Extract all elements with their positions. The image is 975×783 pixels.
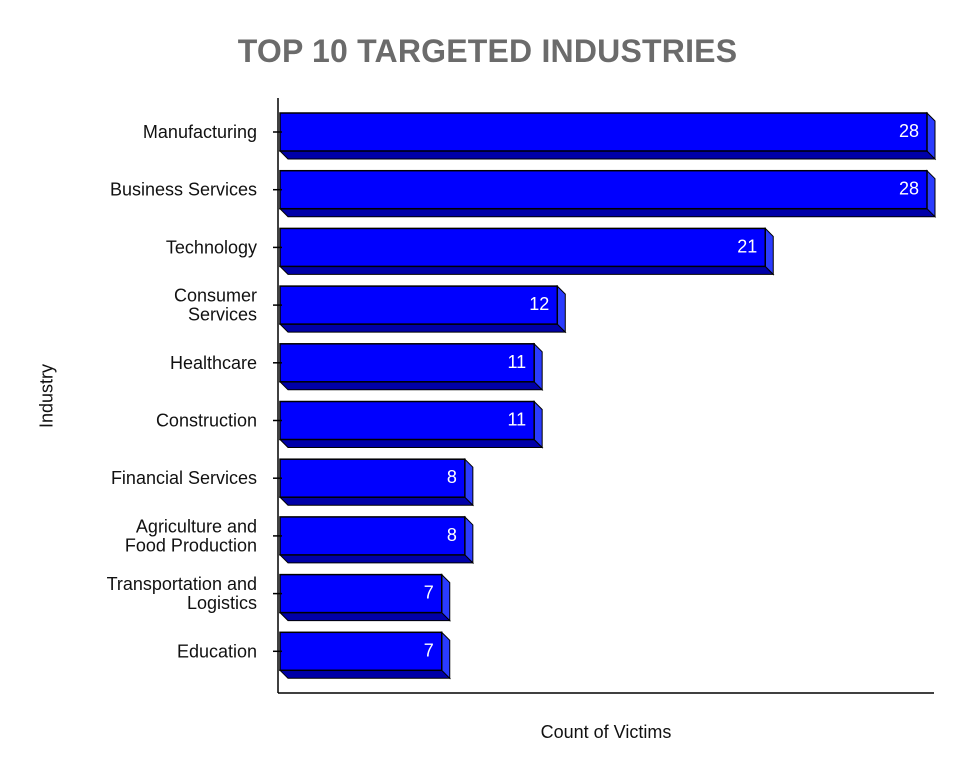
category-label-line: Healthcare: [170, 353, 257, 373]
bar-value-label: 11: [507, 352, 526, 372]
category-label: Construction: [156, 411, 257, 431]
bar-value-label: 28: [899, 121, 919, 141]
bar: [278, 573, 451, 622]
bar-bottom-face: [278, 439, 544, 448]
bar-front-face: [279, 516, 466, 556]
category-label: Financial Services: [111, 468, 257, 488]
bar: [278, 631, 451, 680]
bar-bottom-face: [278, 150, 937, 160]
category-label: Transportation and Logistics: [107, 574, 257, 613]
bar-side-face: [926, 111, 936, 161]
bar-bottom-face: [278, 669, 451, 679]
bar-bottom-face: [278, 612, 451, 622]
bar-front-face: [279, 631, 443, 672]
bar: [278, 342, 544, 392]
x-axis-label: Count of Victims: [540, 722, 672, 742]
bar: [278, 169, 937, 218]
labels-layer: 28 Manufacturing 28 Business Services 21 Tech…: [107, 121, 919, 661]
category-label: Manufacturing: [143, 122, 257, 142]
bar: [278, 400, 544, 449]
category-label-line: Business Services: [110, 180, 257, 200]
category-label: Education: [177, 641, 257, 661]
bars-layer: [278, 111, 937, 680]
bar-bottom-face: [278, 496, 475, 506]
category-label-line: Construction: [156, 411, 257, 431]
bar-value-label: 12: [529, 294, 549, 314]
category-label-line: Manufacturing: [143, 122, 257, 142]
bar-bottom-face: [278, 554, 475, 564]
category-label-line: Financial Services: [111, 468, 257, 488]
bar: [278, 515, 475, 565]
y-axis-label: Industry: [36, 363, 57, 429]
bar-value-label: 7: [424, 640, 434, 660]
category-label-line: Services: [188, 305, 257, 325]
category-label-line: Transportation and: [107, 574, 257, 594]
category-label-line: Logistics: [187, 593, 257, 613]
bar-front-face: [279, 573, 443, 614]
bar-bottom-face: [278, 265, 775, 275]
bar: [278, 457, 475, 507]
bar-value-label: 28: [899, 179, 919, 199]
category-label-line: Food Production: [125, 535, 257, 555]
bar-side-face: [533, 400, 543, 449]
bar-front-face: [279, 169, 928, 210]
bar-bottom-face: [278, 381, 544, 391]
bar-side-face: [464, 457, 474, 507]
category-label-line: Education: [177, 641, 257, 661]
bar: [278, 111, 937, 161]
category-label: Healthcare: [170, 353, 257, 373]
bar-side-face: [533, 342, 543, 392]
bar-value-label: 7: [424, 583, 434, 603]
category-label: Agriculture and Food Production: [125, 516, 257, 555]
axes-layer: [273, 98, 934, 694]
bar-value-label: 11: [507, 410, 526, 430]
bar: [278, 284, 567, 334]
category-label: Consumer Services: [174, 286, 257, 325]
category-label-line: Agriculture and: [136, 516, 257, 536]
category-label-line: Consumer: [174, 286, 257, 306]
chart-title: TOP 10 TARGETED INDUSTRIES: [237, 33, 738, 69]
bar-front-face: [279, 227, 766, 268]
bar-side-face: [764, 227, 774, 276]
bar-front-face: [279, 343, 535, 383]
bar-side-face: [556, 284, 566, 334]
category-label: Business Services: [110, 180, 257, 200]
bar-value-label: 21: [737, 236, 757, 256]
bar-bottom-face: [278, 208, 937, 218]
bar-front-face: [279, 400, 535, 441]
bar-value-label: 8: [447, 467, 457, 487]
bar-side-face: [441, 573, 451, 622]
bar-front-face: [279, 112, 928, 152]
bar-front-face: [279, 458, 466, 498]
category-label-line: Technology: [166, 237, 257, 257]
bar: [278, 227, 775, 276]
bar-bottom-face: [278, 323, 567, 333]
bar-side-face: [464, 515, 474, 565]
category-label: Technology: [166, 237, 257, 257]
bar-side-face: [926, 169, 936, 218]
bar-side-face: [441, 631, 451, 680]
bar-value-label: 8: [447, 525, 457, 545]
bar-front-face: [279, 285, 559, 325]
